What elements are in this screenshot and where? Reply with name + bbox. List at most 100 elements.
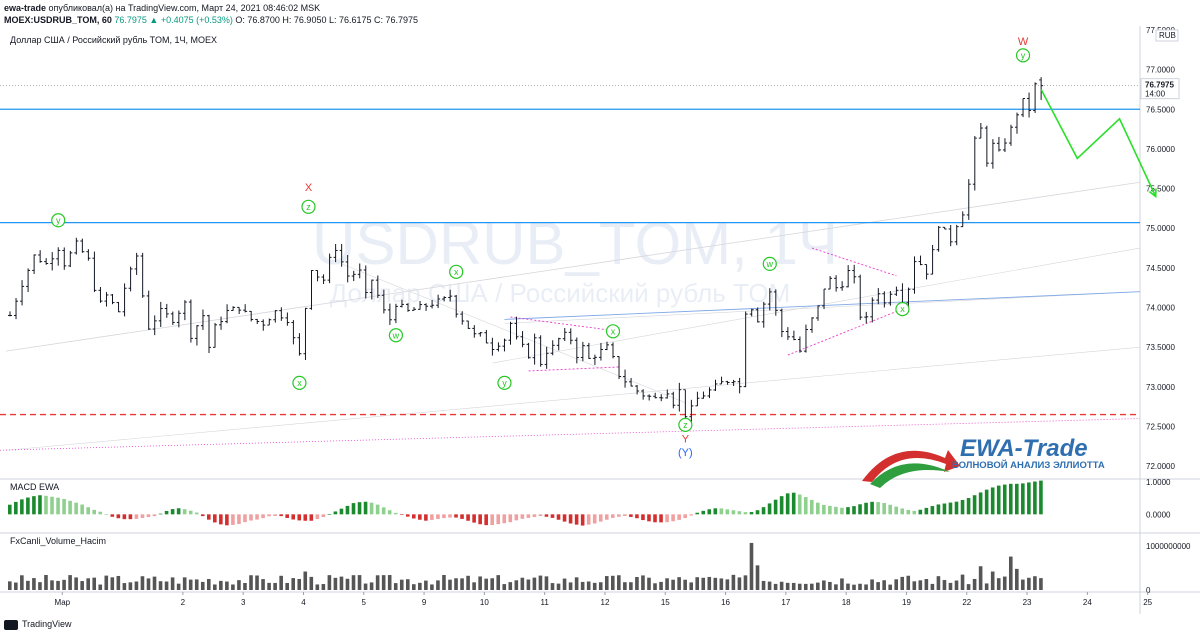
volume-bar [448, 579, 452, 590]
macd-bar [375, 504, 380, 515]
price-tick-label: 77.0000 [1146, 66, 1175, 75]
volume-bar [665, 578, 669, 590]
volume-bar [556, 583, 561, 590]
volume-bar [562, 578, 567, 590]
wave-label-circle [762, 256, 777, 271]
volume-bar [194, 579, 199, 590]
macd-bar [954, 501, 959, 515]
wave-label-x: x [611, 326, 616, 336]
wave-label-X: X [305, 182, 313, 194]
macd-bar [26, 497, 30, 515]
ohlc-high: H: 76.9050 [282, 15, 329, 25]
volume-bar [936, 576, 941, 590]
volume-bar [846, 583, 850, 590]
wave-label-circle [497, 375, 512, 390]
macd-bar [267, 514, 271, 517]
macd-bar [1015, 483, 1019, 515]
macd-bar [641, 514, 645, 521]
macd-bar [478, 514, 482, 525]
macd-bar [412, 514, 416, 519]
chart-title: Доллар США / Российский рубль TOM, 1Ч, M… [10, 35, 217, 45]
wave-label-circle [301, 199, 316, 214]
last-price: 76.7975 [114, 15, 147, 25]
trend-line [341, 263, 686, 403]
macd-bar [249, 514, 253, 521]
volume-bar [677, 577, 681, 590]
last-price-badge-time: 14:00 [1145, 90, 1166, 99]
macd-bar [399, 514, 404, 515]
volume-bar [490, 578, 494, 590]
macd-tick-label: 1.0000 [1146, 478, 1171, 487]
macd-bar [454, 514, 458, 518]
macd-bar [924, 507, 929, 515]
macd-bar [562, 514, 567, 522]
macd-bar [351, 503, 356, 515]
macd-bar [442, 514, 446, 519]
macd-bar [327, 514, 332, 515]
macd-bar [237, 514, 241, 524]
volume-bar [237, 580, 241, 590]
volume-bar [219, 580, 223, 590]
last-price-badge [1140, 78, 1180, 100]
macd-bar [339, 508, 344, 515]
macd-bar [56, 497, 60, 515]
volume-bar [484, 578, 488, 590]
volume-bar [701, 577, 706, 590]
wave-label-circle [1015, 48, 1031, 63]
volume-bar [900, 576, 905, 590]
volume-bar [424, 580, 428, 590]
time-tick-label: 12 [601, 598, 610, 607]
volume-bar [635, 577, 639, 590]
macd-bar [176, 508, 181, 515]
volume-bar [1008, 556, 1013, 590]
macd-bar [803, 497, 808, 515]
volume-bar [44, 574, 48, 590]
volume-bar [611, 575, 615, 590]
macd-bar [418, 514, 422, 520]
volume-bar [538, 575, 543, 590]
volume-bar [731, 574, 736, 590]
macd-bar [74, 502, 78, 515]
volume-bar [291, 578, 296, 590]
time-tick-label: 17 [781, 598, 790, 607]
macd-bar [243, 514, 247, 523]
time-tick-label: 19 [902, 598, 911, 607]
volume-bar [930, 583, 935, 590]
price-tick-label: 74.5000 [1146, 264, 1175, 273]
macd-histogram [8, 480, 1043, 526]
volume-bar [496, 575, 501, 590]
wave-label-circle [605, 324, 621, 339]
macd-bar [32, 496, 36, 515]
macd-bar [635, 514, 639, 519]
volume-bar [375, 575, 380, 590]
macd-bar [731, 510, 736, 515]
macd-bar [978, 492, 983, 515]
volume-bar [303, 571, 308, 590]
dotted-trend-line [0, 418, 1141, 451]
volume-bar [50, 580, 54, 590]
macd-bar [677, 514, 681, 520]
macd-bar [834, 506, 838, 515]
macd-bar [291, 514, 296, 520]
macd-bar [586, 514, 591, 525]
volume-bar [713, 577, 718, 590]
volume-bar [647, 577, 651, 590]
price-tick-label: 73.0000 [1146, 383, 1175, 392]
macd-bar [405, 514, 410, 517]
macd-bar [707, 509, 712, 515]
publish-header: ewa-trade опубликовал(а) на TradingView.… [0, 0, 1200, 16]
chart-area[interactable]: Доллар США / Российский рубль TOM, 1Ч, M… [0, 26, 1200, 614]
macd-bar [785, 493, 790, 515]
macd-bar [846, 507, 850, 515]
wave-label-circle [678, 417, 693, 432]
ohlc-low: L: 76.6175 [328, 15, 375, 25]
logo-wordmark: EWA-Trade [960, 435, 1088, 462]
macd-bar [870, 501, 874, 515]
volume-bar [870, 579, 874, 590]
volume-bar [984, 583, 989, 590]
volume-bar [110, 577, 115, 590]
time-tick-label: Мар [54, 598, 70, 607]
triangle-line [787, 311, 897, 356]
volume-bar [749, 542, 754, 590]
volume-bar [68, 575, 72, 590]
